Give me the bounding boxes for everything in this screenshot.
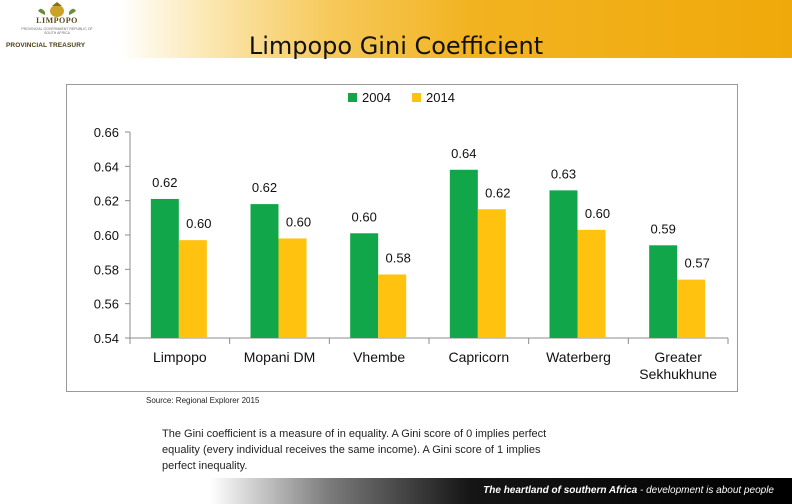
bar-2014-vhembe [378, 274, 407, 338]
gini-explanation: The Gini coefficient is a measure of in … [162, 428, 547, 472]
logo-name: LIMPOPO [36, 16, 78, 25]
data-label: 0.64 [451, 146, 476, 161]
legend-label-2004: 2004 [362, 90, 391, 105]
bar-2014-capricorn [477, 209, 506, 338]
footer-tagline-main: The heartland of southern Africa [483, 485, 638, 496]
logo-subtitle: PROVINCIAL GOVERNMENT REPUBLIC OF SOUTH … [21, 27, 93, 35]
data-label: 0.60 [186, 216, 211, 231]
source-note: Source: Regional Explorer 2015 [146, 396, 260, 405]
bar-2014-waterberg [577, 229, 606, 338]
bar-2004-limpopo [150, 198, 179, 338]
bar-2004-waterberg [549, 190, 578, 338]
y-tick-label: 0.58 [94, 262, 119, 277]
bar-2014-limpopo [178, 240, 207, 338]
bar-2004-greater-sekhukhune [649, 245, 678, 338]
bar-2014-mopani-dm [278, 238, 307, 338]
y-tick-label: 0.62 [94, 194, 119, 209]
y-tick-label: 0.66 [94, 125, 119, 140]
y-tick-label: 0.64 [94, 159, 119, 174]
x-tick-label: Greater [654, 349, 702, 365]
data-label: 0.63 [551, 166, 576, 181]
bar-2004-vhembe [350, 233, 379, 338]
x-tick-label: Mopani DM [244, 349, 316, 365]
data-label: 0.58 [386, 250, 411, 265]
data-label: 0.62 [152, 175, 177, 190]
footer-tagline: The heartland of southern Africa - devel… [483, 485, 774, 496]
data-label: 0.57 [685, 256, 710, 271]
bar-2004-mopani-dm [250, 204, 279, 338]
x-tick-label: Sekhukhune [639, 366, 717, 382]
x-tick-label: Limpopo [153, 349, 207, 365]
limpopo-logo: LIMPOPO PROVINCIAL GOVERNMENT REPUBLIC O… [0, 0, 115, 58]
footer-tagline-rest: - development is about people [637, 485, 774, 496]
data-label: 0.60 [585, 206, 610, 221]
footer-band: The heartland of southern Africa - devel… [0, 478, 792, 504]
x-tick-label: Waterberg [546, 349, 611, 365]
bar-2004-capricorn [449, 169, 478, 338]
coat-of-arms-icon [38, 2, 76, 17]
header-band [0, 0, 792, 58]
treasury-label: PROVINCIAL TREASURY [6, 42, 86, 49]
legend-label-2014: 2014 [426, 90, 455, 105]
x-tick-label: Capricorn [448, 349, 509, 365]
y-tick-label: 0.60 [94, 228, 119, 243]
data-label: 0.59 [651, 221, 676, 236]
legend-swatch-2014 [412, 93, 421, 102]
page-title: Limpopo Gini Coefficient [248, 32, 544, 60]
data-label: 0.62 [252, 180, 277, 195]
data-label: 0.62 [485, 185, 510, 200]
gini-bar-chart: 0.54 0.56 0.58 0.60 0.62 0.64 0.66 0.62 0.60 Limp… [94, 90, 729, 382]
x-tick-label: Vhembe [353, 349, 405, 365]
data-label: 0.60 [352, 209, 377, 224]
y-tick-label: 0.54 [94, 331, 119, 346]
data-label: 0.60 [286, 214, 311, 229]
legend-swatch-2004 [348, 93, 357, 102]
bar-2014-greater-sekhukhune [677, 279, 706, 338]
y-tick-label: 0.56 [94, 297, 119, 312]
